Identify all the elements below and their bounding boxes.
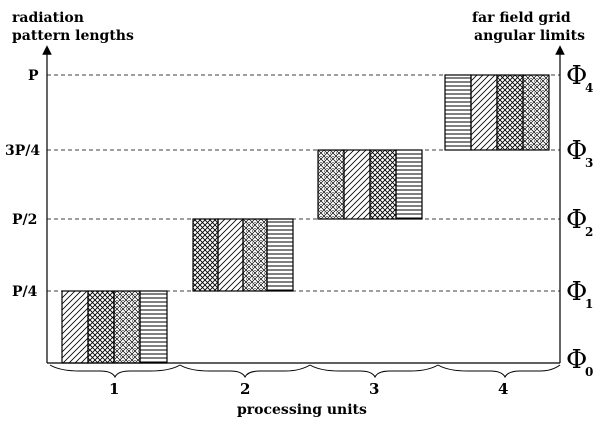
tick-label-3p4: 3P/4 — [5, 143, 40, 159]
phi-label-3: Φ — [566, 136, 587, 166]
block-unit2-2 — [217, 218, 244, 292]
unit-label-4: 4 — [498, 380, 508, 398]
tick-label-p: P — [28, 68, 39, 84]
block-unit4-1 — [444, 74, 472, 151]
phi-subscript-1: 1 — [585, 297, 593, 311]
phi-label-1: Φ — [566, 277, 587, 307]
x-axis-label: processing units — [237, 402, 367, 418]
block-unit2-1 — [192, 218, 219, 292]
block-unit1-3 — [113, 290, 141, 364]
block-unit4-3 — [496, 74, 524, 151]
phi-label-0: Φ — [566, 345, 587, 375]
unit-4-blocks — [444, 74, 550, 151]
brace-unit-1 — [49, 364, 181, 379]
block-unit2-4 — [266, 218, 294, 292]
block-unit4-4 — [522, 74, 550, 151]
brace-unit-3 — [309, 364, 439, 379]
block-unit3-4 — [395, 149, 423, 220]
brace-unit-2 — [179, 364, 311, 379]
block-unit2-3 — [242, 218, 268, 292]
phi-label-2: Φ — [566, 205, 587, 235]
block-unit1-1 — [61, 290, 89, 364]
brace-unit-4 — [437, 364, 561, 379]
phi-subscript-3: 3 — [585, 156, 593, 170]
phi-label-4: Φ — [566, 61, 587, 91]
tick-label-p2: P/2 — [12, 212, 37, 228]
block-unit4-2 — [470, 74, 498, 151]
tick-label-p4: P/4 — [12, 284, 38, 300]
right-axis-title-line1: far field grid — [472, 10, 571, 26]
left-axis-title-line1: radiation — [12, 10, 84, 26]
unit-3-blocks — [317, 149, 423, 220]
block-unit3-1 — [317, 149, 345, 220]
block-unit3-2 — [343, 149, 371, 220]
block-unit3-3 — [369, 149, 397, 220]
block-unit1-2 — [87, 290, 115, 364]
unit-label-2: 2 — [240, 380, 250, 398]
left-axis-title-line2: pattern lengths — [12, 28, 134, 44]
unit-label-1: 1 — [109, 380, 119, 398]
block-unit1-4 — [139, 290, 168, 364]
unit-2-blocks — [192, 218, 294, 292]
phi-subscript-4: 4 — [585, 81, 593, 95]
right-axis-title-line2: angular limits — [474, 28, 585, 44]
unit-label-3: 3 — [369, 380, 379, 398]
unit-1-blocks — [61, 290, 168, 364]
phi-subscript-0: 0 — [585, 365, 593, 379]
phi-subscript-2: 2 — [585, 225, 593, 239]
